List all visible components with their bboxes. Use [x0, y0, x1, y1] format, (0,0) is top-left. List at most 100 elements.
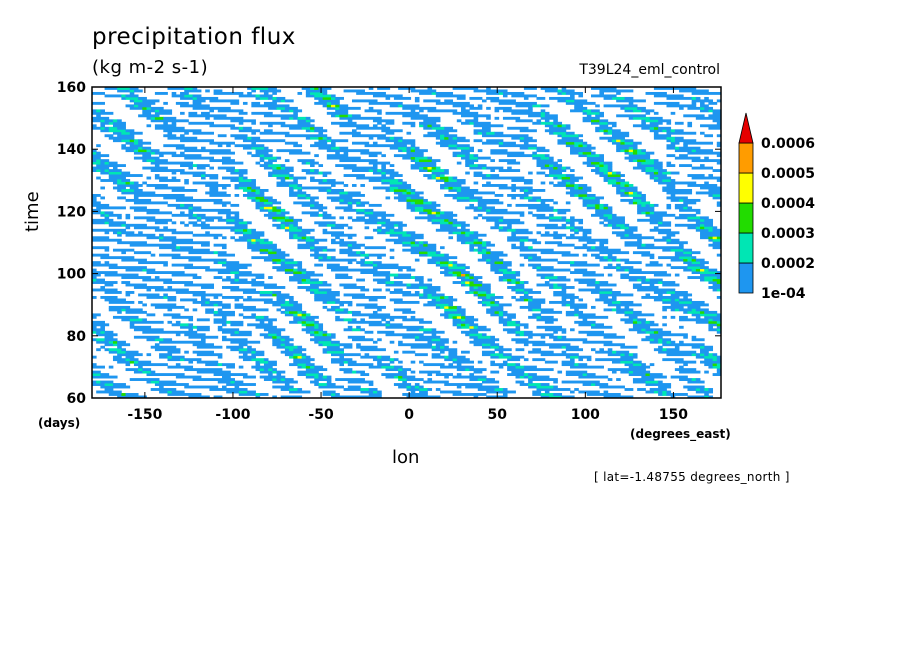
precip-cell	[272, 216, 286, 220]
precip-cell	[616, 266, 621, 270]
precip-cell	[213, 89, 223, 93]
precip-cell	[322, 171, 332, 175]
precip-cell	[674, 298, 680, 302]
precip-cell	[108, 223, 122, 227]
precip-cell	[423, 99, 441, 103]
precip-cell	[456, 363, 462, 367]
precip-cell	[628, 191, 634, 195]
precip-cell	[293, 353, 303, 357]
precip-cell	[121, 179, 131, 182]
precip-cell	[591, 94, 617, 98]
precip-cell	[142, 278, 173, 282]
precip-cell	[679, 378, 693, 381]
precip-cell	[398, 193, 420, 197]
precip-cell	[280, 305, 303, 309]
precip-cell	[486, 308, 504, 312]
precip-cell	[511, 94, 537, 98]
precip-cell	[293, 355, 298, 359]
precip-cell	[117, 216, 122, 220]
precip-cell	[578, 281, 596, 284]
precip-cell	[251, 350, 256, 354]
precip-cell	[104, 388, 114, 391]
precip-cell	[364, 221, 378, 225]
precip-cell	[188, 323, 194, 327]
precip-cell	[414, 276, 424, 279]
precip-cell	[561, 253, 579, 257]
precip-cell	[289, 193, 298, 197]
precip-cell	[108, 365, 114, 369]
precip-cell	[683, 114, 705, 118]
precip-cell	[272, 368, 277, 372]
precip-cell	[293, 358, 315, 362]
precip-cell	[180, 111, 185, 115]
precip-cell	[268, 171, 290, 175]
precip-cell	[557, 370, 563, 374]
precip-cell	[259, 293, 273, 297]
precip-cell	[716, 363, 721, 367]
precip-cell	[268, 251, 277, 255]
precip-cell	[393, 223, 399, 227]
precip-cell	[456, 263, 466, 267]
precip-cell	[146, 159, 156, 163]
precip-cell	[662, 315, 667, 319]
precip-cell	[92, 161, 101, 165]
precip-cell	[368, 154, 378, 158]
precip-cell	[121, 189, 135, 192]
precip-cell	[435, 129, 458, 133]
precip-cell	[532, 154, 546, 158]
precip-cell	[410, 156, 416, 160]
precip-cell	[142, 109, 156, 113]
precip-cell	[687, 395, 705, 398]
precip-cell	[188, 335, 219, 339]
precip-cell	[561, 87, 567, 90]
precip-cell	[196, 328, 210, 332]
precip-cell	[570, 328, 575, 332]
precip-cell	[318, 164, 324, 168]
precip-cell	[326, 266, 349, 270]
precip-cell	[284, 268, 294, 272]
precip-cell	[125, 149, 135, 153]
precip-cell	[268, 248, 273, 252]
precip-cell	[289, 355, 294, 359]
precip-cell	[293, 223, 298, 227]
precip-cell	[368, 315, 407, 319]
precip-cell	[691, 258, 697, 262]
precip-cell	[477, 360, 483, 364]
precip-cell	[586, 283, 617, 287]
precip-cell	[465, 276, 470, 279]
precip-cell	[570, 149, 592, 153]
precip-cell	[653, 211, 667, 215]
precip-cell	[628, 154, 651, 158]
precip-cell	[469, 281, 474, 284]
precip-cell	[410, 191, 416, 195]
precip-cell	[611, 258, 617, 262]
precip-cell	[645, 159, 655, 163]
precip-cell	[679, 318, 709, 322]
precip-cell	[523, 298, 529, 302]
precip-cell	[565, 303, 571, 307]
precip-cell	[649, 116, 663, 120]
precip-cell	[628, 370, 634, 374]
precip-cell	[549, 156, 554, 160]
precip-cell	[217, 363, 223, 367]
precip-cell	[557, 283, 567, 287]
precip-cell	[540, 251, 571, 255]
precip-cell	[502, 218, 521, 222]
precip-cell	[410, 109, 416, 113]
precip-cell	[511, 111, 542, 115]
precip-cell	[331, 121, 357, 125]
precip-cell	[473, 241, 483, 245]
precip-cell	[398, 268, 403, 272]
precip-cell	[221, 323, 227, 327]
precip-cell	[335, 318, 344, 322]
precip-cell	[335, 164, 357, 168]
precip-cell	[423, 363, 445, 367]
precip-cell	[641, 198, 646, 202]
y-tick-label: 160	[57, 80, 86, 96]
precip-cell	[465, 323, 470, 327]
precip-cell	[704, 355, 718, 359]
precip-cell	[570, 193, 575, 197]
precip-cell	[477, 258, 487, 262]
precip-cell	[607, 121, 617, 125]
precip-cell	[607, 216, 613, 220]
